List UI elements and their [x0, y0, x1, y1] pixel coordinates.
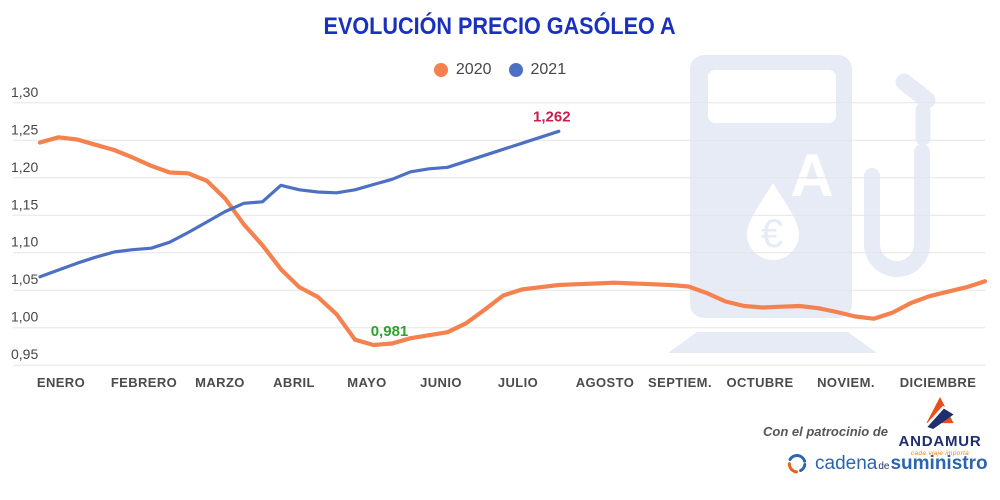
legend-item-2021: 2021 — [508, 61, 567, 79]
x-axis-label: MARZO — [195, 375, 245, 390]
x-axis-label: AGOSTO — [576, 375, 635, 390]
euro-drop-icon — [747, 183, 799, 260]
page-title: EVOLUCIÓN PRECIO GASÓLEO A — [0, 13, 1000, 41]
y-axis-label: 1,20 — [11, 159, 38, 175]
y-axis-label: 1,15 — [11, 196, 38, 212]
x-axis-label: ABRIL — [273, 375, 315, 390]
euro-symbol: € — [761, 212, 783, 256]
pump-letter-a: A — [790, 142, 833, 209]
cadena-wordmark: cadena de suministro — [815, 453, 988, 475]
andamur-tagline: cada viaje importa — [910, 450, 970, 457]
x-axis-label: NOVIEM. — [817, 375, 875, 390]
series-line-2020 — [37, 135, 988, 348]
x-axis-label: OCTUBRE — [726, 375, 793, 390]
pump-nozzle — [895, 73, 936, 109]
annotation-2021: 1,262 — [533, 108, 571, 125]
andamur-a-icon — [925, 396, 954, 429]
chart-legend: 2020 2021 — [0, 61, 1000, 79]
series-line-2021 — [38, 129, 561, 279]
legend-label: 2021 — [530, 61, 567, 78]
cadena-suministro-logo: cadena de suministro — [786, 453, 988, 475]
y-axis-label: 0,95 — [11, 346, 38, 362]
pump-hose — [864, 144, 930, 277]
legend-dot-2020 — [433, 63, 448, 77]
legend-dot-2021 — [508, 63, 523, 77]
pump-base — [668, 332, 877, 353]
y-axis-label: 1,30 — [11, 84, 38, 100]
cadena-word: cadena — [815, 453, 878, 474]
annotation-2020: 0,981 — [371, 323, 409, 340]
de-word: de — [878, 461, 890, 472]
y-axis-label: 1,25 — [11, 121, 38, 137]
page-title-text: EVOLUCIÓN PRECIO GASÓLEO A — [323, 13, 677, 40]
sponsor-text: Con el patrocinio de — [763, 424, 888, 439]
suministro-word: suministro — [890, 453, 988, 474]
andamur-logo: ANDAMUR cada viaje importa — [892, 396, 988, 458]
y-axis-label: 1,10 — [11, 234, 38, 250]
cadena-circle-icon — [787, 454, 807, 474]
x-axis-label: FEBRERO — [111, 375, 177, 390]
x-axis-label: ENERO — [37, 375, 85, 390]
x-axis-label: JUNIO — [420, 375, 462, 390]
y-axis-label: 1,00 — [11, 309, 38, 325]
x-axis-label: DICIEMBRE — [900, 375, 977, 390]
y-axis-label: 1,05 — [11, 271, 38, 287]
x-axis-label: MAYO — [347, 375, 386, 390]
legend-label: 2020 — [455, 61, 492, 78]
pump-screen — [708, 70, 836, 123]
x-axis-label: JULIO — [498, 375, 538, 390]
andamur-name: ANDAMUR — [898, 433, 982, 450]
legend-item-2020: 2020 — [433, 61, 492, 79]
fuel-pump-watermark: A € — [668, 55, 936, 353]
x-axis-label: SEPTIEM. — [648, 375, 712, 390]
